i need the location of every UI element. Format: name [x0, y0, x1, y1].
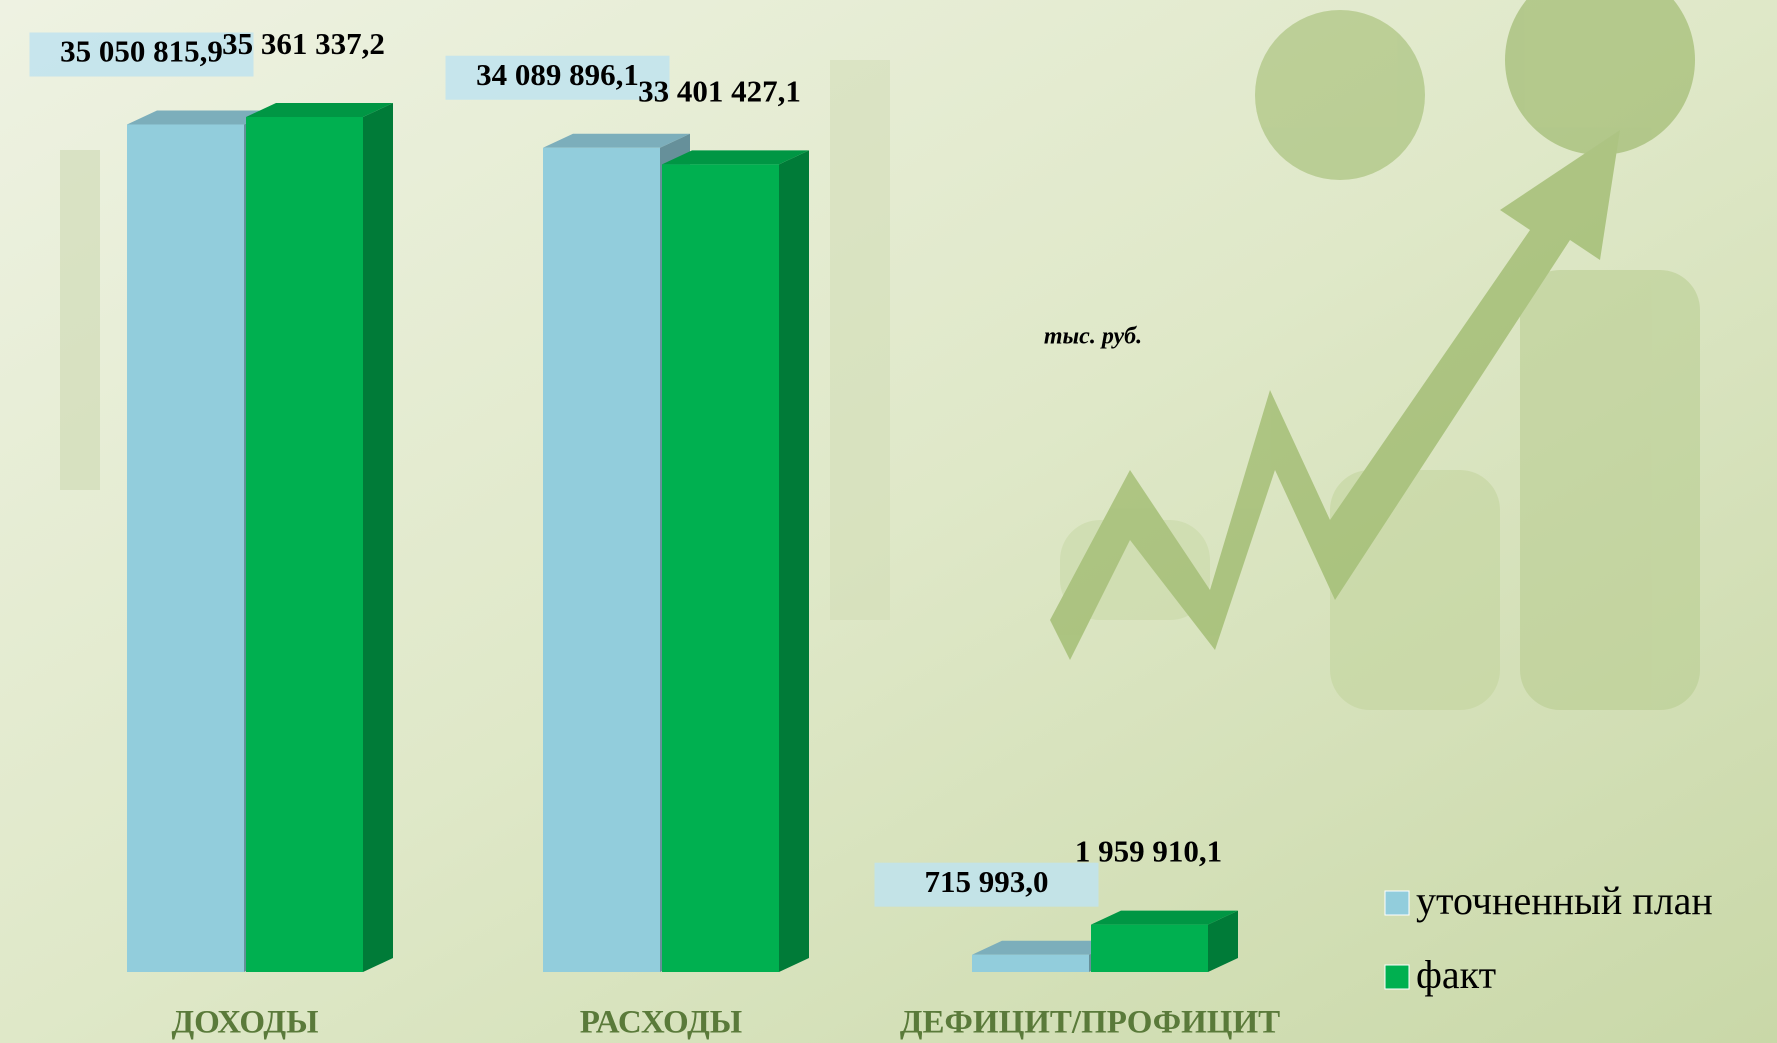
value-label: 33 401 427,1 — [638, 73, 801, 108]
bar-top — [972, 940, 1119, 955]
value-label-bg — [29, 32, 254, 77]
bar-top — [246, 103, 393, 117]
value-label: 715 993,0 — [925, 864, 1049, 899]
decoration — [60, 0, 1700, 710]
legend-label: уточненный план — [1416, 878, 1713, 923]
bar — [1091, 924, 1208, 972]
value-label-bg — [445, 55, 670, 100]
bar — [246, 117, 363, 972]
bar-top — [1091, 910, 1238, 925]
legend-label: факт — [1416, 952, 1496, 997]
bar — [543, 147, 660, 972]
unit-note: тыс. руб. — [1044, 324, 1142, 350]
value-label-bg — [874, 862, 1099, 907]
value-label: 34 089 896,1 — [476, 57, 639, 92]
value-label: 35 361 337,2 — [222, 26, 385, 61]
bar-side — [363, 103, 393, 972]
bar — [972, 954, 1089, 972]
bar — [662, 164, 779, 973]
value-label: 1 959 910,1 — [1075, 834, 1222, 869]
x-tick-label: ДОХОДЫ — [171, 1005, 318, 1041]
bar-top — [662, 150, 809, 165]
x-tick-label: РАСХОДЫ — [580, 1005, 742, 1041]
legend-swatch — [1384, 964, 1410, 990]
bar-side — [779, 150, 809, 973]
x-tick-label: ДЕФИЦИТ/ПРОФИЦИТ — [900, 1005, 1280, 1041]
bar-top — [127, 110, 274, 125]
bar-side — [1208, 910, 1238, 972]
bar-top — [543, 133, 690, 148]
value-label: 35 050 815,9 — [60, 34, 223, 69]
bar — [127, 124, 244, 973]
legend-swatch — [1384, 890, 1410, 916]
